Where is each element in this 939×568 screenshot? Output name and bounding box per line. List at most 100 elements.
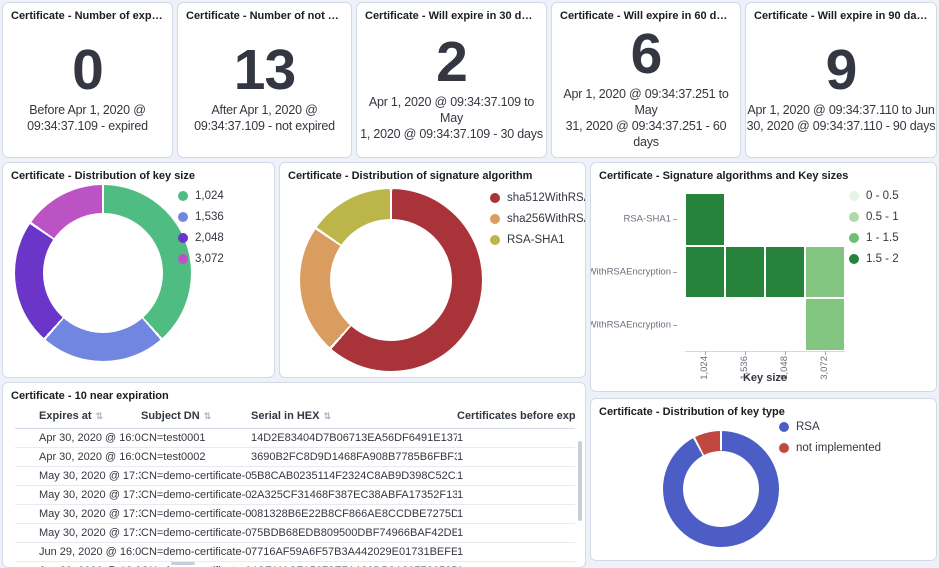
legend-item[interactable]: 0.5 - 1 bbox=[849, 211, 899, 223]
table-wrap: Expires at ⇅ Subject DN ⇅ Serial in HEX ⇅ C… bbox=[15, 405, 575, 567]
legend-swatch bbox=[178, 191, 188, 201]
legend-label: 3,072 bbox=[195, 253, 224, 265]
y-axis-tick bbox=[673, 219, 677, 221]
gutter-column bbox=[15, 405, 39, 429]
vertical-scrollbar[interactable] bbox=[578, 441, 582, 521]
legend-item[interactable]: 1 - 1.5 bbox=[849, 232, 899, 244]
panel-title[interactable]: Certificate - Signature algorithms and K… bbox=[599, 170, 849, 182]
legend-swatch bbox=[849, 254, 859, 264]
legend-item[interactable]: 2,048 bbox=[178, 232, 224, 244]
legend-swatch bbox=[779, 443, 789, 453]
heatmap-chart[interactable] bbox=[685, 193, 845, 355]
table-cell: CN=demo-certificate-0001 bbox=[141, 542, 251, 562]
key-type-donut-chart[interactable] bbox=[663, 431, 779, 547]
x-axis-tick bbox=[745, 351, 746, 355]
metric-caption: After Apr 1, 2020 @ 09:34:37.109 - not e… bbox=[194, 102, 335, 133]
legend-item[interactable]: 1,536 bbox=[178, 211, 224, 223]
legend-label: RSA bbox=[796, 421, 820, 433]
heatmap-cell[interactable] bbox=[685, 245, 725, 299]
table-cell: 2A325CF31468F387EC38ABFA17352F1310DAC49E bbox=[251, 485, 457, 505]
metric-body: 6 Apr 1, 2020 @ 09:34:37.251 to May 31, … bbox=[552, 19, 740, 157]
col-header-expires-at[interactable]: Expires at ⇅ bbox=[39, 405, 141, 429]
table-cell: CN=demo-certificate-0002 bbox=[141, 561, 251, 567]
table-cell: 081328B6E22B8CF866AE8CCDBE7275D8D3C5E3DD bbox=[251, 504, 457, 524]
panel-title[interactable]: Certificate - 10 near expiration bbox=[11, 390, 169, 402]
donut-hole bbox=[43, 213, 163, 333]
legend-item[interactable]: 3,072 bbox=[178, 253, 224, 265]
legend-item[interactable]: 1.5 - 2 bbox=[849, 253, 899, 265]
table-cell: Jun 29, 2020 @ 16:04:47.000 bbox=[39, 561, 141, 567]
gutter-cell bbox=[15, 466, 39, 486]
gutter-cell bbox=[15, 485, 39, 505]
table-cell: CN=demo-certificate-0004 bbox=[141, 466, 251, 486]
panel-key-type-distribution: Certificate - Distribution of key type R… bbox=[590, 398, 937, 561]
metric-value: 9 bbox=[825, 37, 858, 102]
table-cell: 1 bbox=[457, 523, 575, 543]
table-row: Apr 30, 2020 @ 16:03:24.000CN=test000114… bbox=[15, 428, 575, 448]
metric-value: 13 bbox=[233, 37, 296, 102]
col-header-serial-in-hex[interactable]: Serial in HEX ⇅ bbox=[251, 405, 457, 429]
legend-item[interactable]: RSA-SHA1 bbox=[490, 234, 585, 246]
x-axis-title: Key size bbox=[742, 372, 788, 384]
col-header-certificates-before-expiration[interactable]: Certificates before expiration⇅ bbox=[457, 405, 575, 429]
gutter-cell bbox=[15, 523, 39, 543]
metric-body: 13 After Apr 1, 2020 @ 09:34:37.109 - no… bbox=[178, 19, 351, 157]
legend-item[interactable]: not implemented bbox=[779, 442, 881, 454]
gutter-cell bbox=[15, 428, 39, 448]
legend-swatch bbox=[178, 212, 188, 222]
legend-swatch bbox=[490, 214, 500, 224]
x-axis-tick bbox=[785, 351, 786, 355]
table-row: May 30, 2020 @ 17:33:32.000CN=demo-certi… bbox=[15, 485, 575, 505]
donut-hole bbox=[683, 451, 759, 527]
legend-item[interactable]: RSA bbox=[779, 421, 881, 433]
panel-title[interactable]: Certificate - Distribution of signature … bbox=[288, 170, 533, 182]
table-row: May 30, 2020 @ 17:37:51.000CN=demo-certi… bbox=[15, 523, 575, 543]
legend-label: sha512WithRSAEncr... bbox=[507, 192, 585, 204]
panel-number-of-expired: Certificate - Number of expired 0 Before… bbox=[2, 2, 173, 158]
x-axis-tick bbox=[705, 351, 706, 355]
heatmap-cell[interactable] bbox=[725, 245, 765, 299]
legend-item[interactable]: 1,024 bbox=[178, 190, 224, 202]
table-cell: Jun 29, 2020 @ 16:04:36.000 bbox=[39, 542, 141, 562]
heatmap-cell[interactable] bbox=[805, 298, 845, 351]
heatmap-legend: 0 - 0.5 0.5 - 1 1 - 1.5 1.5 - 2 bbox=[849, 190, 899, 265]
y-axis-tick bbox=[673, 324, 677, 326]
table-cell: 14D2E83404D7B06713EA56DF6491E1379FAF6DA0 bbox=[251, 428, 457, 448]
table-cell: 7716AF59A6F57B3A442029E01731BEFE5E6D3FFA bbox=[251, 542, 457, 562]
panel-signature-algorithms-and-key-sizes: Certificate - Signature algorithms and K… bbox=[590, 162, 937, 392]
legend-item[interactable]: 0 - 0.5 bbox=[849, 190, 899, 202]
legend-swatch bbox=[490, 193, 500, 203]
metric-value: 2 bbox=[436, 29, 468, 94]
key-size-donut-chart[interactable] bbox=[15, 185, 191, 361]
signature-algorithm-legend: sha512WithRSAEncr... sha256WithRSAEnc... R… bbox=[490, 192, 585, 246]
heatmap-cell[interactable] bbox=[685, 193, 725, 246]
legend-item[interactable]: sha256WithRSAEnc... bbox=[490, 213, 585, 225]
table-cell: Apr 30, 2020 @ 16:03:44.000 bbox=[39, 447, 141, 467]
table-cell: CN=demo-certificate-0005 bbox=[141, 485, 251, 505]
table-cell: 4CF111CFA5278E7A139DB9A30772653BAE74C8E9 bbox=[251, 561, 457, 567]
col-header-subject-dn[interactable]: Subject DN ⇅ bbox=[141, 405, 251, 429]
panel-number-of-not-expired: Certificate - Number of not expired 13 A… bbox=[177, 2, 352, 158]
donut-hole bbox=[330, 219, 452, 341]
heatmap-cell[interactable] bbox=[805, 245, 845, 299]
heatmap-cell[interactable] bbox=[765, 245, 805, 299]
panel-near-expiration: Certificate - 10 near expiration Expires… bbox=[2, 382, 586, 568]
panel-title[interactable]: Certificate - Distribution of key size bbox=[11, 170, 195, 182]
table-cell: 1 bbox=[457, 561, 575, 567]
table-row: Apr 30, 2020 @ 16:03:44.000CN=test000236… bbox=[15, 447, 575, 467]
metric-body: 9 Apr 1, 2020 @ 09:34:37.110 to Jun 30, … bbox=[746, 19, 936, 157]
panel-expire-90-days: Certificate - Will expire in 90 days 9 A… bbox=[745, 2, 937, 158]
metric-value: 0 bbox=[72, 37, 104, 102]
sort-icon: ⇅ bbox=[203, 411, 212, 421]
table-cell: 1 bbox=[457, 504, 575, 524]
table-row: May 30, 2020 @ 17:33:09.000CN=demo-certi… bbox=[15, 466, 575, 486]
signature-algorithm-donut-chart[interactable] bbox=[300, 189, 482, 371]
table-cell: CN=demo-certificate-0007 bbox=[141, 523, 251, 543]
table-row: May 30, 2020 @ 17:34:22.000CN=demo-certi… bbox=[15, 504, 575, 524]
legend-item[interactable]: sha512WithRSAEncr... bbox=[490, 192, 585, 204]
panel-title[interactable]: Certificate - Distribution of key type bbox=[599, 406, 785, 418]
legend-swatch bbox=[490, 235, 500, 245]
table-cell: 1 bbox=[457, 485, 575, 505]
panel-signature-algorithm-distribution: Certificate - Distribution of signature … bbox=[279, 162, 586, 378]
